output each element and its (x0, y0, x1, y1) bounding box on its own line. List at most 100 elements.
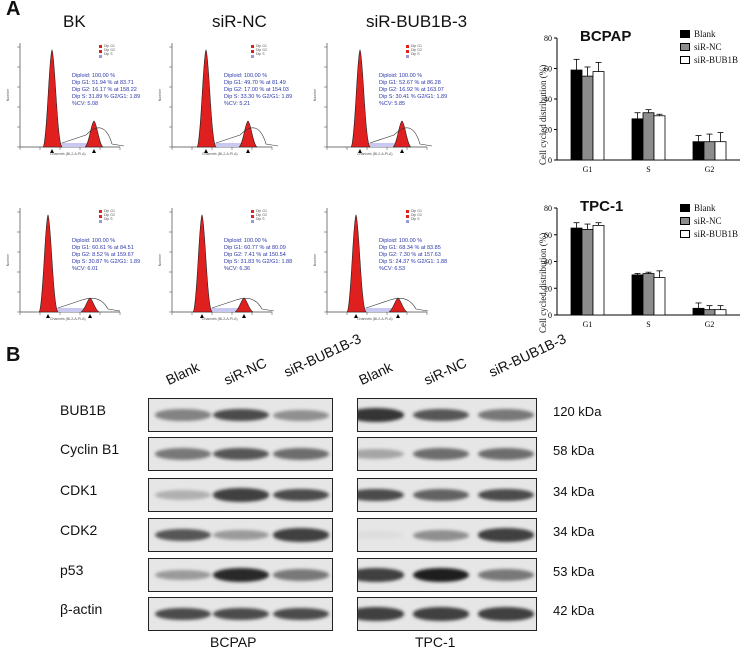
protein-band (413, 607, 469, 621)
bar (570, 69, 583, 161)
protein-band (478, 569, 534, 581)
histogram-plot (324, 43, 433, 153)
bar (642, 112, 655, 161)
blot-strip (357, 558, 537, 592)
histogram-stat-line: Dip S: 33.30 % G2/G1: 1.89 (224, 94, 293, 100)
kda-label: 34 kDa (553, 524, 595, 539)
kda-label: 58 kDa (553, 443, 595, 458)
blot-strip (357, 518, 537, 552)
histogram-stat-line: Dip G2: 8.52 % at 159.67 (72, 252, 134, 258)
protein-band (478, 528, 534, 542)
legend-swatch (680, 230, 690, 238)
legend-swatch (680, 56, 690, 64)
histogram-stat-line: Dip S: 31.83 % G2/G1: 1.88 (224, 259, 293, 265)
protein-band (413, 488, 469, 502)
histogram: Dip G1 Dip G2 Dip S Diploid: 100.00 % Dip G1… (158, 35, 310, 160)
histogram-legend-entry: Dip S (411, 217, 420, 221)
y-tick-label: 0 (548, 311, 552, 320)
cell-line-label: BCPAP (210, 634, 257, 650)
histogram-legend-entry: Dip G1 (104, 209, 115, 213)
x-tick-label: G2 (705, 320, 715, 329)
y-tick-label: 60 (544, 65, 552, 74)
histogram-legend-entry: Dip G2 (104, 213, 115, 217)
histogram-stats: Diploid: 100.00 % Dip G1: 51.94 % at 83.7… (72, 73, 140, 108)
histogram-stat-line: Dip G2: 16.17 % at 158.22 (72, 87, 137, 93)
histogram-ylabel: Number (6, 253, 11, 267)
histogram-legend-entry: Dip G1 (256, 44, 267, 48)
legend-label: siR-NC (694, 42, 722, 52)
histogram: Dip G1 Dip G2 Dip S Diploid: 100.00 % Dip G1… (158, 200, 310, 325)
histogram-plot (169, 208, 275, 318)
histogram-stat-line: Dip G1: 52.67 % at 86.28 (379, 80, 441, 86)
protein-band (213, 607, 269, 621)
bar (714, 309, 727, 316)
histogram-stat-line: Dip S: 24.37 % G2/G1: 1.88 (379, 259, 448, 265)
protein-band (478, 448, 534, 460)
protein-label: p53 (60, 562, 84, 578)
legend-swatch (680, 204, 690, 212)
protein-band (358, 448, 404, 460)
condition-label-sir-nc: siR-NC (212, 12, 267, 31)
histogram-stat-line: Dip G2: 16.92 % at 163.07 (379, 87, 444, 93)
histogram-stat-line: Diploid: 100.00 % (72, 73, 116, 79)
legend-entry: Blank (680, 203, 716, 213)
histogram-xlabel: Channels (BL2-A-Pl-A) (202, 317, 238, 321)
protein-band (155, 448, 211, 460)
histogram-stat-line: Dip G1: 60.77 % at 80.09 (224, 245, 286, 251)
x-tick-label: G2 (705, 165, 715, 174)
histogram-legend: Dip G1 Dip G2 Dip S (104, 44, 115, 56)
bar (692, 141, 705, 161)
legend-entry: siR-BUB1B (680, 55, 738, 65)
protein-band (213, 447, 269, 461)
bar (581, 228, 594, 316)
kda-label: 120 kDa (553, 404, 602, 419)
histogram-stat-line: Diploid: 100.00 % (224, 238, 268, 244)
histogram: Dip G1 Dip G2 Dip S Diploid: 100.00 % Dip G1… (313, 35, 465, 160)
panel-b-letter: B (6, 344, 21, 366)
histogram-legend: Dip G1 Dip G2 Dip S (411, 44, 422, 56)
histogram-legend-entry: Dip G1 (411, 44, 422, 48)
x-tick-label: G1 (583, 320, 593, 329)
histogram-plot (169, 43, 279, 153)
x-tick-label: S (646, 165, 650, 174)
histogram-legend-entry: Dip G2 (256, 48, 267, 52)
histogram-stat-line: Dip S: 30.87 % G2/G1: 1.89 (72, 259, 141, 265)
histogram-stat-line: Dip S: 31.89 % G2/G1: 1.89 (72, 94, 141, 100)
condition-label-bk: BK (63, 12, 86, 31)
protein-band (413, 448, 469, 460)
protein-band (273, 488, 329, 502)
histogram-xlabel: Channels (BL2-A-Pl-A) (50, 317, 86, 321)
chart-title-bcpap: BCPAP (580, 28, 632, 45)
bar (631, 274, 644, 316)
y-tick-label: 20 (544, 126, 552, 135)
bar-chart-tpc1: 0 20 40 60 80 G1 S G2 (544, 204, 740, 329)
histogram-plot (17, 43, 125, 153)
histogram-xlabel: Channels (BL2-A-Pl-A) (357, 152, 393, 156)
histogram-plot (324, 208, 429, 318)
y-tick-label: 80 (544, 204, 552, 213)
histogram-stat-line: Dip G1: 68.34 % at 83.85 (379, 245, 441, 251)
legend-entry: siR-NC (680, 216, 722, 226)
histogram-stat-line: Dip G1: 60.61 % at 84.51 (72, 245, 134, 251)
y-tick-label: 40 (544, 258, 552, 267)
histogram-stats: Diploid: 100.00 % Dip G1: 60.77 % at 80.0… (224, 238, 292, 273)
protein-band (155, 489, 211, 501)
histogram-stats: Diploid: 100.00 % Dip G1: 49.70 % at 81.4… (224, 73, 292, 108)
histogram-xlabel: Channels (BL2-A-Pl-A) (50, 152, 86, 156)
histogram-stat-line: %CV: 6.01 (72, 266, 99, 272)
lane-label: siR-BUB1B-3 (486, 330, 569, 380)
protein-label: CDK1 (60, 482, 98, 498)
panel-a-letter: A (6, 0, 21, 20)
legend-entry: siR-BUB1B (680, 229, 738, 239)
legend-label: siR-BUB1B (694, 229, 739, 239)
histogram-ylabel: Number (158, 88, 163, 102)
histogram-ylabel: Number (313, 88, 318, 102)
histogram-stat-line: Diploid: 100.00 % (72, 238, 116, 244)
lane-label: Blank (356, 358, 395, 388)
histogram-stat-line: Dip G2: 17.00 % at 154.03 (224, 87, 289, 93)
protein-band (358, 408, 404, 422)
histogram-stat-line: %CV: 5.08 (72, 101, 99, 107)
y-tick-label: 60 (544, 231, 552, 240)
protein-band (155, 528, 211, 542)
blot-strip (148, 597, 333, 631)
